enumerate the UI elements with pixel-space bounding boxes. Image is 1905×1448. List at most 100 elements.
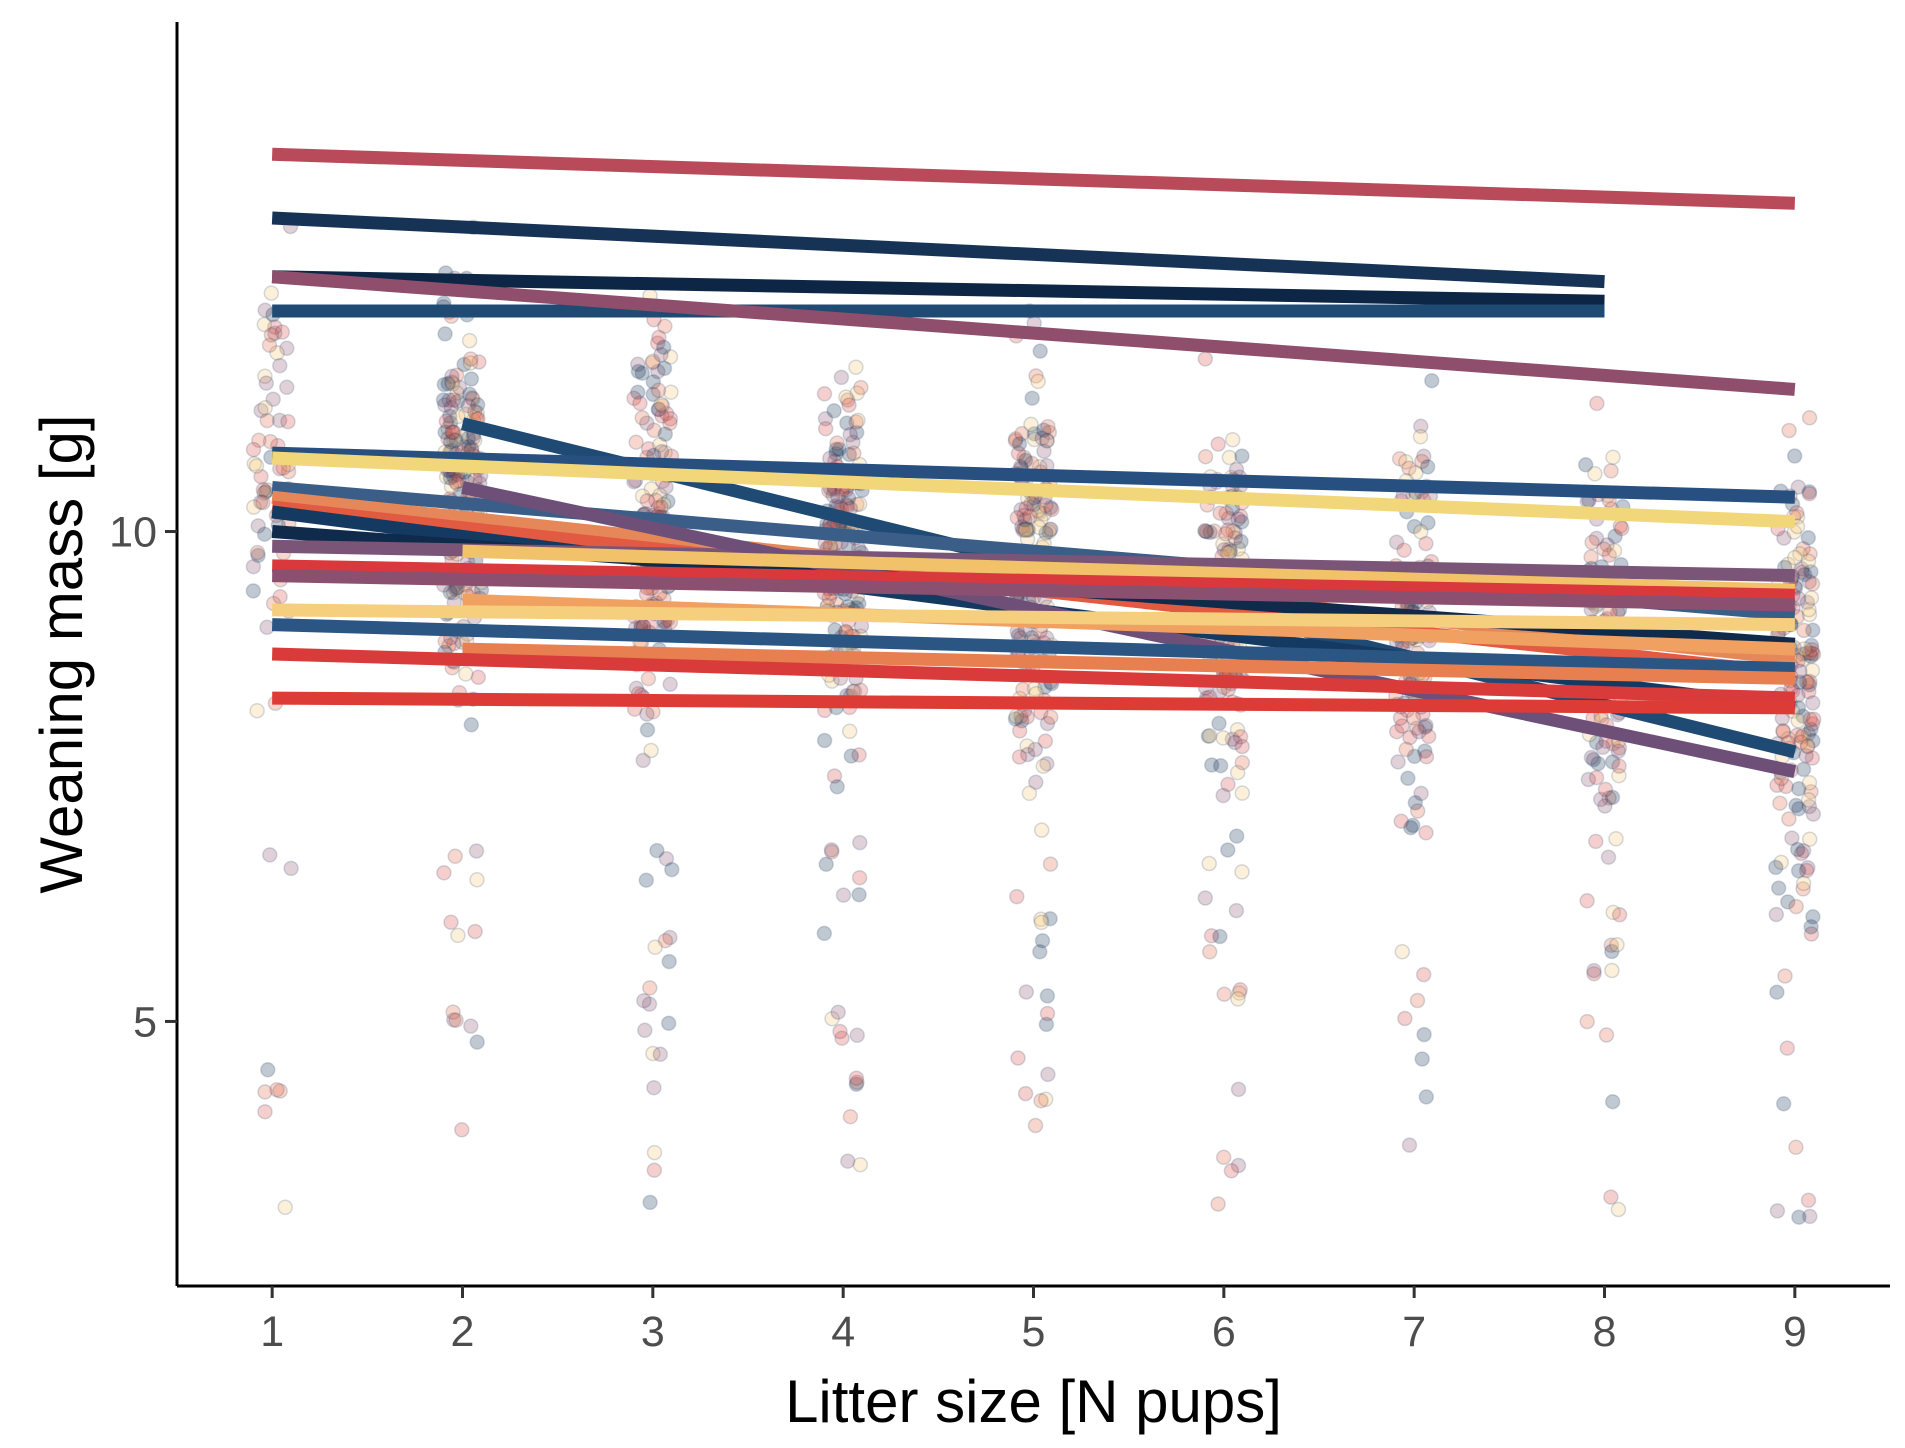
data-point xyxy=(1799,738,1816,754)
data-point xyxy=(1804,641,1820,658)
data-point xyxy=(1598,1027,1615,1043)
regression-line xyxy=(271,270,1796,396)
data-point xyxy=(1233,533,1249,550)
data-point xyxy=(1794,646,1811,662)
data-point xyxy=(833,369,850,386)
data-point xyxy=(1801,798,1818,815)
data-point xyxy=(450,408,466,425)
data-point xyxy=(1611,740,1628,756)
data-point xyxy=(1221,541,1237,557)
data-point xyxy=(1232,729,1249,745)
data-point xyxy=(846,445,862,462)
data-point xyxy=(1039,756,1055,772)
data-point xyxy=(1791,780,1807,797)
data-point xyxy=(1210,436,1226,452)
data-point xyxy=(279,379,295,396)
data-point xyxy=(1224,731,1241,748)
data-point xyxy=(1388,534,1405,550)
data-point xyxy=(1039,432,1055,449)
data-point xyxy=(1215,730,1231,746)
data-point xyxy=(1231,985,1247,1001)
data-point xyxy=(444,368,460,385)
data-point xyxy=(437,397,453,413)
data-point xyxy=(1411,723,1427,740)
data-point xyxy=(1220,510,1237,527)
data-point xyxy=(634,488,651,504)
data-point xyxy=(1795,881,1811,897)
data-point xyxy=(1588,769,1605,786)
data-point xyxy=(1601,790,1617,806)
data-point xyxy=(256,526,273,542)
data-point xyxy=(842,426,858,443)
data-point xyxy=(630,356,646,373)
data-point xyxy=(1796,622,1812,639)
data-point xyxy=(1611,907,1628,923)
data-point xyxy=(1219,545,1236,561)
data-point xyxy=(1197,523,1214,539)
data-point xyxy=(454,1122,470,1138)
data-point xyxy=(1042,910,1058,927)
data-point xyxy=(848,1070,865,1086)
data-point xyxy=(1776,530,1792,546)
data-point xyxy=(446,432,462,448)
data-point xyxy=(1030,502,1046,519)
data-point xyxy=(470,669,487,686)
data-point xyxy=(261,337,278,353)
data-point xyxy=(849,1027,865,1044)
data-point xyxy=(1210,1196,1226,1212)
regression-line xyxy=(272,569,1795,612)
data-point xyxy=(1224,431,1241,448)
data-point xyxy=(1805,711,1822,727)
data-point xyxy=(272,1083,288,1099)
data-point xyxy=(1802,711,1818,728)
data-point xyxy=(1604,789,1621,806)
data-point xyxy=(657,426,674,442)
data-point xyxy=(1795,761,1812,778)
data-point xyxy=(280,413,296,430)
data-point xyxy=(663,384,679,400)
data-point xyxy=(1799,594,1816,611)
data-point xyxy=(850,412,866,429)
data-point xyxy=(843,748,860,764)
data-point xyxy=(1579,893,1595,909)
data-point xyxy=(1019,746,1036,763)
data-point xyxy=(458,666,474,682)
data-point xyxy=(1597,798,1613,814)
data-point xyxy=(1007,711,1024,727)
data-point xyxy=(1413,785,1429,802)
data-point xyxy=(1014,425,1030,442)
data-point xyxy=(852,1156,869,1173)
data-point xyxy=(445,1004,461,1020)
data-point xyxy=(451,379,468,396)
data-point xyxy=(1018,521,1034,537)
data-point xyxy=(461,332,478,349)
data-point xyxy=(467,923,483,940)
data-point xyxy=(1409,803,1426,819)
data-point xyxy=(1772,795,1788,811)
data-point xyxy=(1800,726,1817,742)
data-point xyxy=(1023,496,1039,512)
data-point xyxy=(1202,524,1218,541)
data-point xyxy=(245,583,262,599)
data-point xyxy=(1587,466,1603,482)
data-point xyxy=(848,1076,865,1093)
data-point xyxy=(841,397,857,413)
data-point xyxy=(641,996,658,1012)
data-point xyxy=(653,443,670,460)
data-point xyxy=(829,435,845,451)
data-point xyxy=(1801,606,1818,623)
data-point xyxy=(1030,373,1046,390)
data-point xyxy=(1798,747,1814,764)
data-point xyxy=(1198,524,1215,540)
data-point xyxy=(823,842,840,858)
data-point xyxy=(640,670,657,687)
data-point xyxy=(1225,523,1241,539)
data-point xyxy=(651,401,667,418)
data-point xyxy=(830,1004,846,1020)
data-point xyxy=(1033,511,1049,528)
data-point xyxy=(1793,845,1810,862)
data-point xyxy=(448,1012,464,1028)
data-point xyxy=(1227,530,1244,546)
data-point xyxy=(246,499,262,515)
data-point xyxy=(1805,909,1821,925)
